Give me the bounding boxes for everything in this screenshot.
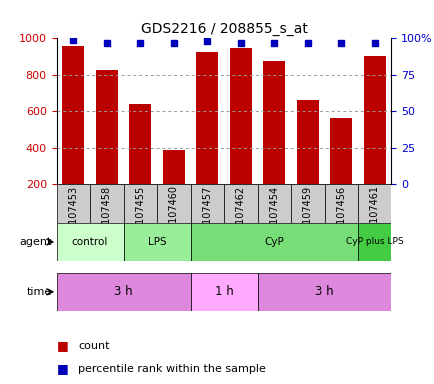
Bar: [324, 184, 357, 223]
Text: GSM107459: GSM107459: [302, 185, 312, 245]
Bar: [196, 52, 218, 184]
Point: [70, 37, 77, 43]
Bar: [56, 223, 123, 261]
Point: [337, 40, 344, 46]
Point: [103, 40, 110, 46]
Text: GSM107461: GSM107461: [369, 185, 379, 245]
Bar: [357, 184, 391, 223]
Title: GDS2216 / 208855_s_at: GDS2216 / 208855_s_at: [140, 22, 307, 36]
Text: time: time: [27, 287, 52, 297]
Point: [170, 40, 177, 46]
Text: count: count: [78, 341, 109, 351]
Bar: [56, 184, 90, 223]
Bar: [56, 273, 190, 311]
Bar: [190, 184, 224, 223]
Text: GSM107462: GSM107462: [235, 185, 245, 245]
Bar: [95, 70, 118, 184]
Bar: [257, 273, 391, 311]
Bar: [296, 101, 318, 184]
Text: GSM107460: GSM107460: [168, 185, 178, 245]
Text: CyP plus LPS: CyP plus LPS: [345, 237, 403, 247]
Text: CyP: CyP: [264, 237, 283, 247]
Text: GSM107458: GSM107458: [102, 185, 112, 245]
Bar: [90, 184, 123, 223]
Bar: [257, 184, 290, 223]
Text: control: control: [72, 237, 108, 247]
Point: [371, 40, 378, 46]
Bar: [190, 223, 357, 261]
Bar: [123, 223, 190, 261]
Text: percentile rank within the sample: percentile rank within the sample: [78, 364, 266, 374]
Bar: [129, 104, 151, 184]
Point: [304, 40, 311, 46]
Bar: [224, 184, 257, 223]
Text: GSM107456: GSM107456: [335, 185, 345, 245]
Text: GSM107454: GSM107454: [269, 185, 279, 245]
Text: 3 h: 3 h: [315, 285, 333, 298]
Text: GSM107457: GSM107457: [202, 185, 212, 245]
Point: [203, 38, 210, 45]
Bar: [357, 223, 391, 261]
Point: [237, 40, 244, 46]
Text: 3 h: 3 h: [114, 285, 132, 298]
Text: agent: agent: [20, 237, 52, 247]
Bar: [162, 150, 184, 184]
Text: GSM107453: GSM107453: [68, 185, 78, 245]
Bar: [229, 48, 251, 184]
Text: ■: ■: [56, 339, 68, 352]
Bar: [62, 46, 84, 184]
Text: GSM107455: GSM107455: [135, 185, 145, 245]
Bar: [290, 184, 324, 223]
Point: [137, 40, 144, 46]
Bar: [329, 118, 352, 184]
Text: ■: ■: [56, 362, 68, 375]
Bar: [363, 56, 385, 184]
Bar: [263, 61, 285, 184]
Bar: [157, 184, 190, 223]
Bar: [123, 184, 157, 223]
Text: 1 h: 1 h: [214, 285, 233, 298]
Point: [270, 40, 277, 46]
Text: LPS: LPS: [148, 237, 166, 247]
Bar: [190, 273, 257, 311]
